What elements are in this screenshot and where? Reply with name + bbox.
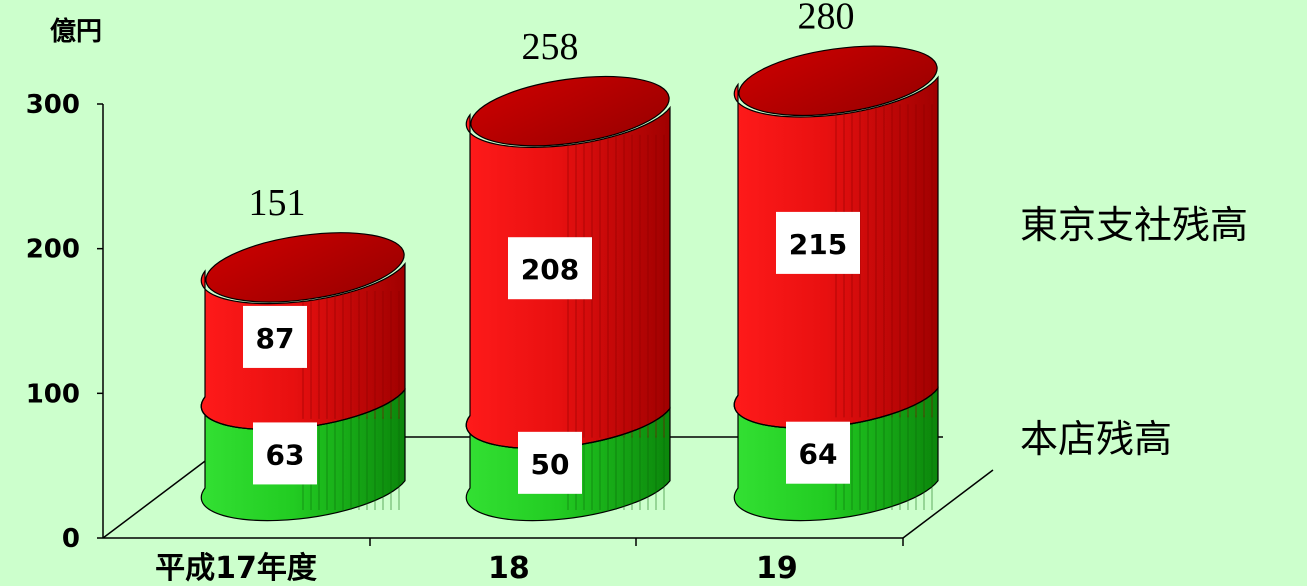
y-tick-label: 0: [62, 524, 80, 554]
cylinder-top: [738, 45, 938, 116]
data-label-tokyo: 208: [521, 253, 579, 286]
data-label-tokyo-box: [776, 211, 860, 274]
data-label-honten-box: [786, 421, 850, 484]
y-unit-label: 億円: [50, 17, 102, 47]
data-label-honten-box: [518, 431, 582, 494]
total-label: 280: [798, 0, 855, 37]
y-tick-label: 100: [26, 379, 80, 409]
legend-series-tokyo: 東京支社残高: [1020, 203, 1248, 247]
data-label-tokyo-box: [508, 237, 592, 300]
y-tick-label: 300: [26, 90, 80, 120]
total-label: 151: [249, 182, 306, 224]
y-tick-label: 200: [26, 235, 80, 265]
data-label-honten: 63: [266, 438, 305, 471]
data-label-tokyo: 87: [256, 322, 295, 355]
x-axis-labels: 平成17年度 18 19: [155, 551, 798, 586]
data-label-tokyo: 215: [789, 228, 847, 261]
data-label-tokyo-box: [243, 305, 307, 368]
x-tick-label: 19: [756, 551, 798, 586]
data-label-honten-box: [253, 422, 317, 485]
cylinder-bar: 63 87 151: [200, 182, 406, 522]
y-axis-ticks: 0 100 200 300: [26, 90, 103, 554]
floor-right-edge: [902, 469, 994, 539]
cylinder-top: [205, 232, 405, 303]
bars: 63 87 151 50 208 258 64 215 280: [200, 0, 939, 522]
x-tick-label: 平成17年度: [155, 551, 317, 586]
legend-series-honten: 本店残高: [1020, 417, 1172, 461]
data-label-honten: 64: [799, 438, 838, 471]
cylinder-bar: 50 208 258: [465, 26, 671, 522]
cylinder-top: [470, 75, 670, 147]
x-tick-label: 18: [488, 551, 530, 586]
cylinder-bar: 64 215 280: [733, 0, 939, 522]
total-label: 258: [522, 26, 579, 68]
data-label-honten: 50: [531, 448, 570, 481]
